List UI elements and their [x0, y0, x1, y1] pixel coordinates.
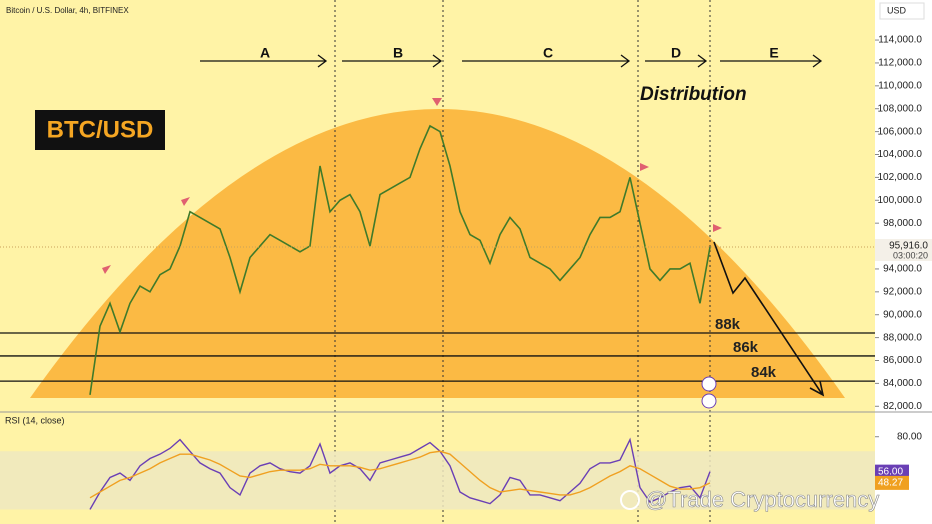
y-tick-label: 114,000.0	[878, 35, 922, 46]
y-tick-label: 98,000.0	[883, 218, 922, 229]
y-tick-label: 102,000.0	[878, 172, 923, 183]
countdown: 03:00:20	[893, 250, 928, 260]
currency: USD	[887, 5, 907, 15]
icon	[701, 393, 717, 409]
badge: BTC/USD	[47, 116, 154, 143]
section-label: E	[769, 45, 778, 61]
last-value-label: 56.00	[878, 466, 903, 477]
watermark-icon	[620, 490, 640, 510]
y-tick-label: 92,000.0	[883, 286, 922, 297]
section-labels: A B C D E	[260, 45, 779, 61]
dividers	[334, 0, 711, 524]
y-tick-label: 80.00	[897, 431, 922, 442]
y-tick-label: 82,000.0	[883, 401, 922, 412]
last-price: 95,916.0	[889, 241, 928, 252]
level-label: 86k	[733, 339, 759, 356]
y-tick-label: 88,000.0	[883, 332, 922, 343]
section-label: D	[671, 45, 681, 61]
y-tick-label: 112,000.0	[878, 58, 922, 69]
arrow	[342, 54, 443, 68]
currency-box	[879, 2, 925, 20]
watermark: @Trade Cryptocurrency	[645, 487, 879, 512]
tool-icons	[701, 376, 717, 409]
y-tick-label: 86,000.0	[883, 355, 922, 366]
section-arrows	[200, 54, 825, 397]
y-tick-label: 84,000.0	[883, 378, 922, 389]
arrow	[720, 54, 823, 68]
badge-box	[35, 110, 165, 150]
last-value-box	[875, 475, 909, 490]
arrow	[200, 54, 328, 68]
series-line	[89, 124, 711, 395]
marker	[102, 265, 111, 274]
arrow	[645, 54, 708, 68]
level-label: 84k	[751, 364, 777, 381]
projection-arrow	[713, 241, 825, 397]
last-value-label: 48.27	[878, 478, 903, 489]
y-tick-label: 106,000.0	[878, 126, 923, 137]
y-tick-label: 90,000.0	[883, 309, 922, 320]
section-label: C	[543, 45, 553, 61]
marker	[432, 98, 442, 106]
section-label: A	[260, 45, 270, 61]
peak-markers	[102, 98, 722, 274]
icon	[701, 376, 717, 392]
last-value-box	[875, 464, 909, 479]
last-price-box	[875, 239, 932, 262]
pattern-label: Distribution	[640, 84, 747, 105]
y-tick-label: 100,000.0	[878, 195, 923, 206]
y-tick-label: 108,000.0	[878, 103, 923, 114]
rsi-title: RSI (14, close)	[5, 415, 65, 425]
dome	[30, 109, 845, 398]
marker	[181, 197, 190, 206]
y-tick-label: 104,000.0	[878, 149, 923, 160]
y-tick-label: 110,000.0	[878, 80, 922, 91]
symbol-header: Bitcoin / U.S. Dollar, 4h, BITFINEX	[6, 6, 129, 15]
marker	[640, 163, 649, 171]
price-axis-bg	[875, 0, 932, 524]
level-label: 88k	[715, 316, 741, 333]
section-label: B	[393, 45, 403, 61]
marker	[713, 224, 722, 232]
arrow	[462, 54, 631, 68]
series-line	[89, 450, 711, 499]
watermark-group: @Trade Cryptocurrency	[620, 487, 880, 512]
y-tick-label: 94,000.0	[883, 264, 922, 275]
